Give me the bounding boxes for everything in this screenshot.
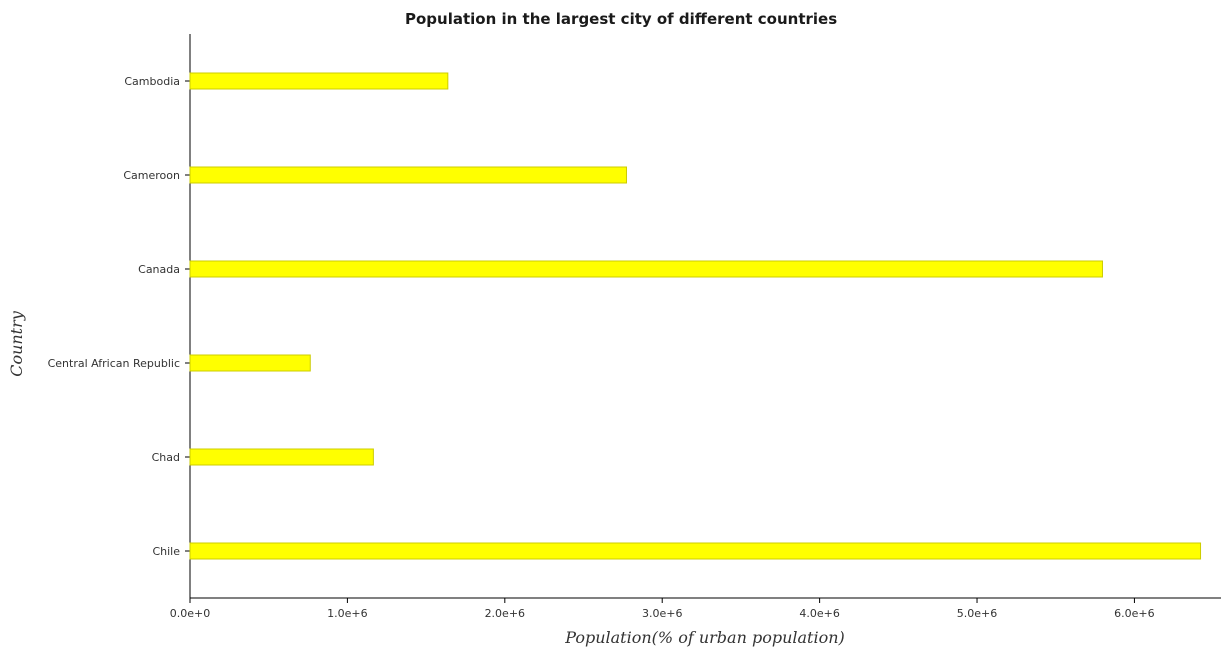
x-tick-label: 1.0e+6 (327, 607, 367, 620)
bar (189, 260, 1103, 278)
bars (189, 72, 1202, 560)
x-axis: 0.0e+0 1.0e+6 2.0e+6 3.0e+6 4.0e+6 5.0e+6 6.0e… (170, 597, 1221, 620)
bar (189, 448, 374, 466)
x-tick-label: 5.0e+6 (957, 607, 997, 620)
x-tick-label: 0.0e+0 (170, 607, 210, 620)
bar (189, 542, 1202, 560)
y-tick-label: Chad (152, 451, 180, 464)
bar (189, 72, 449, 90)
y-tick-label: Cambodia (124, 75, 180, 88)
y-axis: Cambodia Cameroon Canada Central African Re… (48, 34, 191, 598)
y-tick-label: Central African Republic (48, 357, 180, 370)
x-tick-label: 3.0e+6 (642, 607, 682, 620)
x-axis-label: Population(% of urban population) (564, 628, 845, 647)
x-tick-label: 6.0e+6 (1114, 607, 1154, 620)
x-tick-label: 2.0e+6 (485, 607, 525, 620)
y-tick-label: Canada (138, 263, 180, 276)
y-axis-label: Country (7, 310, 26, 377)
y-tick-label: Cameroon (123, 169, 180, 182)
chart-title: Population in the largest city of differ… (405, 10, 837, 28)
bar (189, 166, 627, 184)
y-tick-label: Chile (152, 545, 180, 558)
bar (189, 354, 311, 372)
x-tick-label: 4.0e+6 (799, 607, 839, 620)
